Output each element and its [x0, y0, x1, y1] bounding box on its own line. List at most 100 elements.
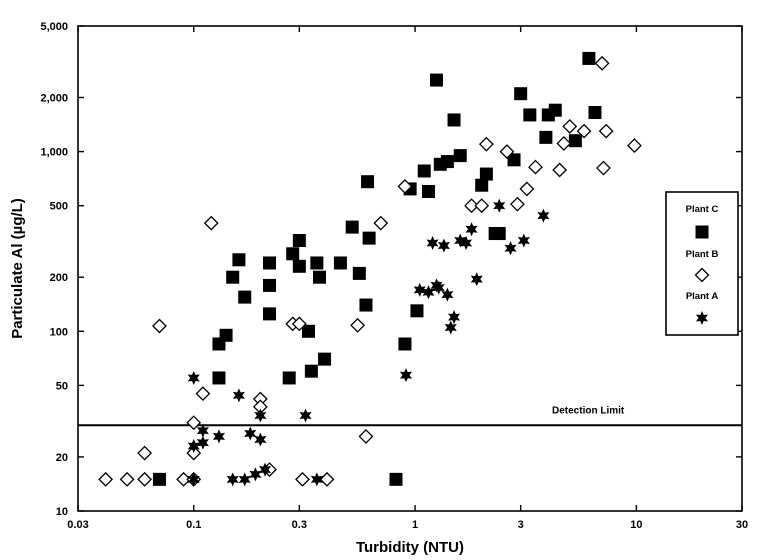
data-points [98, 51, 642, 487]
y-tick-label: 10 [56, 506, 68, 518]
plant-b-point [509, 196, 525, 212]
plant-b-point [519, 181, 535, 197]
plant-a-point [465, 222, 478, 237]
plant-c-point [212, 371, 226, 385]
plant-c-point [292, 259, 306, 273]
plant-b-point [137, 471, 153, 487]
y-axis-title: Particulate Al (µg/L) [9, 198, 26, 339]
plant-a-point [426, 236, 439, 251]
plant-a-point [441, 287, 454, 302]
plant-b-point [186, 445, 202, 461]
plant-a-point [422, 285, 435, 300]
plant-c-point [333, 256, 347, 270]
series-plant-a [187, 198, 550, 487]
plant-b-point [195, 386, 211, 402]
y-tick-label: 20 [56, 452, 68, 464]
plant-c-point [310, 256, 324, 270]
plant-a-point [187, 472, 200, 487]
plant-a-point [258, 462, 272, 477]
plant-a-point [432, 280, 445, 295]
plant-b-point [562, 119, 578, 134]
plant-b-point [397, 179, 413, 194]
plant-c-point [453, 149, 467, 163]
plant-c-point [548, 103, 562, 117]
x-tick-label: 0.03 [67, 519, 88, 531]
plant-a-point [226, 472, 239, 487]
plant-a-point [517, 233, 530, 248]
plant-a-point [413, 282, 426, 297]
legend-marker-plant-a [695, 311, 709, 325]
plant-c-point [263, 307, 277, 321]
plant-c-point [318, 352, 332, 366]
plant-a-point [437, 238, 450, 253]
plant-c-point [568, 134, 582, 148]
plant-c-point [475, 178, 489, 192]
plant-a-point [444, 320, 457, 335]
plant-c-point [582, 51, 596, 65]
plant-c-point [219, 328, 233, 342]
plant-c-point [232, 253, 246, 267]
plant-c-point [421, 184, 435, 198]
plant-b-point [137, 445, 153, 461]
x-tick-label: 1 [412, 519, 418, 531]
plant-a-point [399, 368, 413, 383]
series-plant-c [152, 51, 602, 486]
plant-c-point [398, 337, 412, 351]
plant-c-point [238, 290, 252, 304]
legend-marker-plant-c [695, 225, 709, 239]
y-tick-label: 2,000 [40, 93, 68, 105]
detection-limit-label: Detection Limit [552, 405, 625, 416]
plant-b-point [598, 123, 614, 139]
plant-c-point [447, 113, 461, 127]
axes: 0.03 0.1 0.3 1 3 10 30 10 20 50 100 200 500 1,000 2,00… [40, 21, 748, 531]
plant-a-point [299, 408, 312, 423]
plant-c-point [523, 108, 537, 122]
plant-c-point [479, 167, 493, 181]
plant-a-point [310, 472, 323, 487]
plant-a-point [454, 233, 467, 248]
plant-b-point [528, 159, 543, 175]
plant-b-point [186, 415, 202, 431]
plant-c-point [263, 278, 277, 292]
x-tick-label: 10 [630, 519, 642, 531]
plant-a-point [254, 432, 267, 447]
y-tick-label: 5,000 [40, 21, 68, 33]
plant-b-point [203, 215, 219, 231]
x-tick-label: 0.1 [186, 519, 201, 531]
plant-b-point [373, 215, 389, 231]
plant-c-point [352, 266, 366, 280]
plant-b-point [474, 198, 490, 214]
plant-b-point [295, 471, 310, 487]
plant-c-point [152, 472, 166, 486]
plant-b-point [576, 123, 592, 139]
detection-limit-group: Detection Limit [78, 405, 742, 427]
plant-a-point [249, 467, 262, 482]
x-tick-label: 3 [518, 519, 524, 531]
plant-c-point [226, 270, 240, 284]
legend-label-plant-a: Plant A [686, 291, 719, 302]
plant-c-point [361, 175, 375, 189]
legend-label-plant-c: Plant C [686, 204, 719, 215]
plant-c-point [507, 153, 521, 167]
x-tick-label: 0.3 [292, 519, 307, 531]
plant-b-point [358, 429, 374, 444]
plant-b-point [552, 162, 568, 178]
plant-c-point [286, 247, 300, 261]
plant-c-point [440, 155, 454, 169]
plant-b-point [291, 316, 307, 332]
plant-c-point [417, 164, 431, 178]
plant-b-point [176, 471, 192, 487]
y-tick-label: 200 [50, 272, 68, 284]
plant-b-point [464, 198, 479, 214]
x-axis-title: Turbidity (NTU) [356, 539, 464, 556]
plant-b-point [478, 136, 494, 152]
plant-b-point [319, 471, 335, 487]
plant-a-point [470, 272, 483, 287]
plant-b-point [152, 318, 167, 334]
plant-c-point [292, 234, 306, 248]
plant-a-point [212, 429, 226, 444]
legend-marker-plant-b [694, 267, 710, 283]
plant-c-point [492, 227, 506, 241]
plant-b-point [119, 471, 135, 487]
